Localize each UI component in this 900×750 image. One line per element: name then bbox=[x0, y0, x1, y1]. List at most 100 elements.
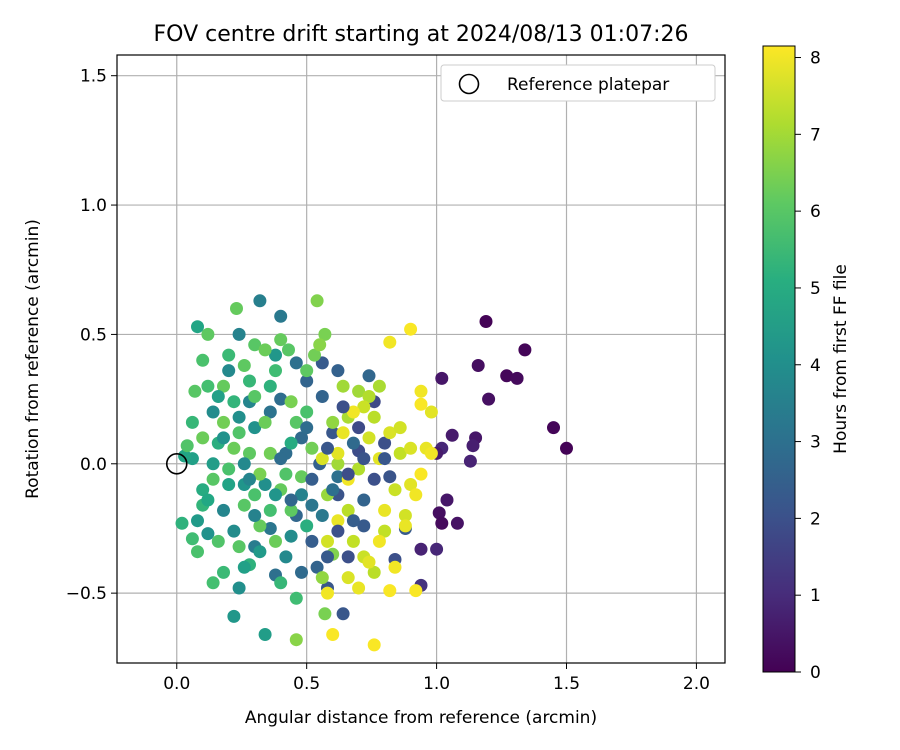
y-tick-label: 1.5 bbox=[80, 67, 107, 87]
data-point bbox=[232, 327, 246, 341]
data-point bbox=[388, 560, 402, 574]
data-point bbox=[450, 516, 464, 530]
data-point bbox=[269, 534, 282, 548]
data-point bbox=[362, 369, 376, 383]
data-point bbox=[217, 565, 230, 579]
data-point bbox=[430, 542, 444, 556]
x-axis-label: Angular distance from reference (arcmin) bbox=[245, 708, 597, 728]
data-point bbox=[336, 400, 350, 414]
data-point bbox=[217, 379, 230, 393]
data-point bbox=[404, 441, 418, 455]
data-point bbox=[269, 364, 282, 378]
legend: Reference platepar bbox=[440, 64, 716, 102]
data-point bbox=[258, 478, 272, 491]
data-point bbox=[346, 514, 360, 528]
data-point bbox=[284, 436, 298, 450]
data-point bbox=[188, 384, 202, 398]
data-point bbox=[367, 472, 381, 486]
data-point bbox=[253, 519, 267, 533]
data-point bbox=[341, 550, 355, 564]
data-point bbox=[367, 565, 381, 579]
data-point bbox=[500, 369, 514, 383]
y-axis-label: Rotation from reference (arcmin) bbox=[23, 219, 43, 499]
data-point bbox=[227, 609, 241, 623]
data-point bbox=[409, 488, 423, 502]
data-point bbox=[263, 503, 277, 517]
data-point bbox=[346, 534, 360, 548]
data-point bbox=[300, 519, 314, 533]
data-point bbox=[383, 335, 397, 349]
data-point bbox=[232, 581, 246, 595]
data-point bbox=[284, 493, 298, 507]
data-point bbox=[313, 338, 327, 352]
x-tick-label: 0.5 bbox=[293, 674, 320, 694]
data-point bbox=[295, 470, 308, 484]
data-points bbox=[175, 294, 573, 652]
data-point bbox=[191, 514, 204, 528]
data-point bbox=[289, 415, 303, 429]
data-point bbox=[414, 384, 428, 398]
data-point bbox=[352, 421, 366, 435]
data-point bbox=[398, 519, 412, 533]
data-point bbox=[409, 584, 423, 598]
data-point bbox=[217, 431, 230, 445]
data-point bbox=[352, 581, 366, 595]
data-point bbox=[310, 294, 324, 308]
data-point bbox=[201, 327, 215, 341]
data-point bbox=[196, 483, 210, 497]
data-point bbox=[372, 534, 386, 548]
data-point bbox=[518, 343, 532, 357]
data-point bbox=[175, 516, 189, 530]
data-point bbox=[289, 633, 303, 647]
data-point bbox=[424, 446, 438, 460]
data-point bbox=[185, 532, 199, 546]
data-point bbox=[414, 397, 428, 411]
data-point bbox=[237, 457, 251, 471]
data-point bbox=[378, 524, 392, 538]
data-point bbox=[383, 470, 397, 484]
data-point bbox=[383, 584, 397, 598]
data-point bbox=[284, 529, 298, 543]
data-point bbox=[367, 638, 381, 652]
data-point bbox=[388, 483, 402, 497]
plot-frame bbox=[116, 54, 726, 664]
data-point bbox=[331, 470, 345, 484]
data-point bbox=[404, 478, 418, 491]
legend-label: Reference platepar bbox=[507, 75, 669, 95]
data-point bbox=[315, 509, 329, 522]
data-point bbox=[362, 390, 376, 403]
colorbar-tick-label: 1 bbox=[810, 586, 821, 606]
data-point bbox=[211, 534, 225, 548]
colorbar-label: Hours from first FF file bbox=[831, 264, 851, 454]
y-axis-ticks: −0.5 0.0 0.5 1.0 1.5 bbox=[66, 67, 117, 604]
data-point bbox=[289, 591, 303, 605]
data-point bbox=[295, 431, 308, 445]
data-point bbox=[463, 454, 477, 468]
data-point bbox=[482, 392, 496, 406]
data-point bbox=[331, 514, 345, 528]
data-point bbox=[326, 415, 340, 429]
data-point bbox=[263, 446, 277, 460]
data-point bbox=[432, 506, 446, 520]
data-point bbox=[331, 524, 345, 538]
data-point bbox=[253, 467, 267, 481]
data-point bbox=[362, 555, 376, 569]
data-point bbox=[206, 405, 220, 419]
data-point bbox=[269, 348, 282, 362]
data-point bbox=[196, 353, 210, 367]
data-point bbox=[248, 390, 262, 403]
data-point bbox=[308, 348, 321, 362]
data-point bbox=[253, 294, 267, 308]
data-point bbox=[321, 550, 334, 564]
colorbar-tick-label: 4 bbox=[810, 356, 821, 376]
colorbar-ticks: 0 1 2 3 4 5 6 7 8 bbox=[795, 49, 821, 683]
data-point bbox=[282, 343, 295, 357]
data-point bbox=[331, 446, 345, 460]
data-point bbox=[315, 452, 329, 466]
data-point bbox=[398, 509, 412, 522]
data-point bbox=[217, 503, 230, 517]
colorbar-tick-label: 5 bbox=[810, 279, 821, 299]
colorbar-tick-label: 6 bbox=[810, 202, 821, 222]
data-point bbox=[300, 364, 314, 378]
data-point bbox=[295, 488, 308, 502]
